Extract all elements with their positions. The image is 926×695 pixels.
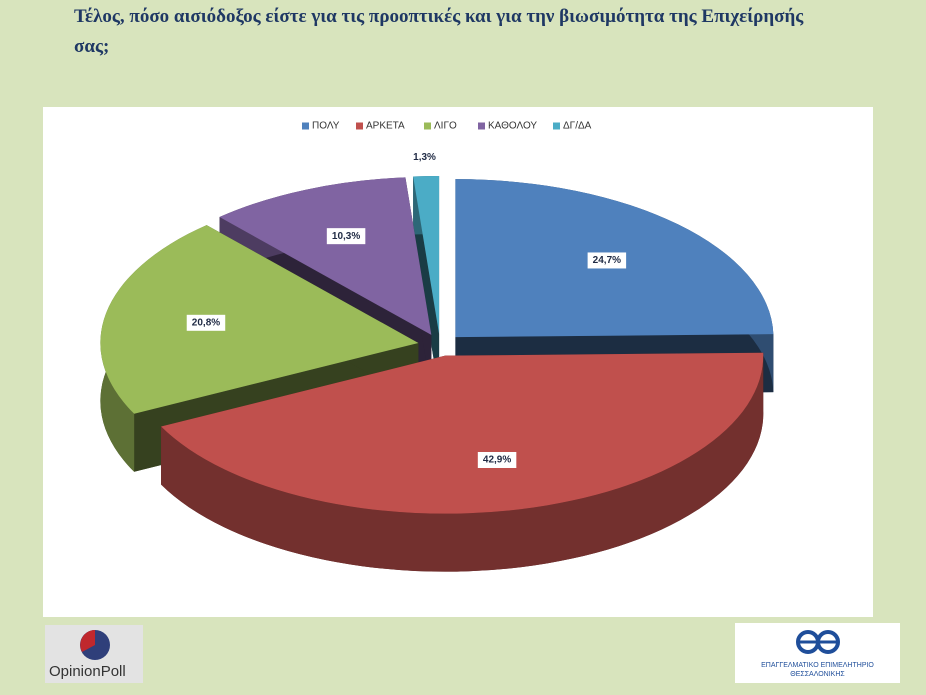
data-label: 24,7% xyxy=(593,255,621,266)
slice xyxy=(100,225,419,414)
legend-label: ΛΙΓΟ xyxy=(434,121,457,132)
slide-title: Τέλος, πόσο αισιόδοξος είστε για τις προ… xyxy=(74,6,804,57)
data-label: 10,3% xyxy=(332,231,360,242)
slice-rim xyxy=(161,352,764,572)
legend-label: ΚΑΘΟΛΟΥ xyxy=(488,121,537,132)
slice xyxy=(161,352,764,514)
legend-label: ΠΟΛΥ xyxy=(312,121,340,132)
logo-icon xyxy=(795,630,840,654)
logo-icon xyxy=(80,630,110,660)
data-label-box xyxy=(326,228,366,245)
logo-text: OpinionPoll xyxy=(49,663,126,680)
data-label-box xyxy=(186,314,226,331)
slice xyxy=(219,177,432,335)
legend-swatch xyxy=(478,122,485,130)
logo-text: ΕΠΑΓΓΕΛΜΑΤΙΚΟ ΕΠΙΜΕΛΗΤΗΡΙΟ xyxy=(761,662,874,669)
logo-text: ΘΕΣΣΑΛΟΝΙΚΗΣ xyxy=(790,671,845,678)
slice xyxy=(413,176,440,335)
data-label: 1,3% xyxy=(413,152,436,163)
legend-swatch xyxy=(356,122,363,130)
opinionpoll-logo: OpinionPoll xyxy=(45,625,143,683)
data-label: 42,9% xyxy=(483,455,511,466)
data-label-box xyxy=(477,451,517,468)
legend-swatch xyxy=(424,122,431,130)
legend-label: ΑΡΚΕΤΑ xyxy=(366,121,405,132)
legend-label: ΔΓ/ΔΑ xyxy=(563,121,592,132)
legend-swatch xyxy=(302,122,309,130)
legend-swatch xyxy=(553,122,560,130)
chamber-logo: ΕΠΑΓΓΕΛΜΑΤΙΚΟ ΕΠΙΜΕΛΗΤΗΡΙΟ ΘΕΣΣΑΛΟΝΙΚΗΣ xyxy=(735,623,900,683)
data-label: 20,8% xyxy=(192,317,220,328)
data-label-box xyxy=(587,252,627,269)
